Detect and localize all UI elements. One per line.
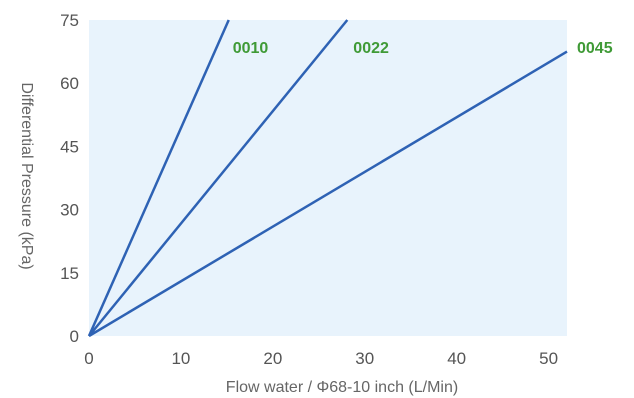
y-tick-label: 0 (70, 327, 79, 346)
x-tick-label: 40 (447, 349, 466, 368)
x-tick-label: 10 (171, 349, 190, 368)
series-label-0022: 0022 (353, 40, 389, 57)
series-lines (87, 19, 568, 338)
y-axis-ticks: 0 15 30 45 60 75 (60, 11, 79, 346)
x-tick-label: 50 (539, 349, 558, 368)
series-line-0022 (88, 19, 349, 337)
y-tick-label: 30 (60, 201, 79, 220)
x-tick-label: 20 (263, 349, 282, 368)
x-tick-label: 0 (84, 349, 93, 368)
y-tick-label: 15 (60, 264, 79, 283)
x-axis-label: Flow water / Φ68-10 inch (L/Min) (226, 379, 458, 396)
series-line-0010 (87, 19, 230, 337)
series-label-0045: 0045 (577, 40, 613, 57)
y-axis-label: Differential Pressure (kPa) (18, 82, 35, 269)
series-labels: 0010 0022 0045 (233, 40, 613, 57)
x-tick-label: 30 (355, 349, 374, 368)
plot-area (89, 20, 567, 336)
x-axis-ticks: 0 10 20 30 40 50 (84, 349, 558, 368)
series-label-0010: 0010 (233, 40, 269, 57)
y-tick-label: 60 (60, 74, 79, 93)
y-tick-label: 75 (60, 11, 79, 30)
series-line-0045 (88, 50, 568, 338)
y-tick-label: 45 (60, 137, 79, 156)
